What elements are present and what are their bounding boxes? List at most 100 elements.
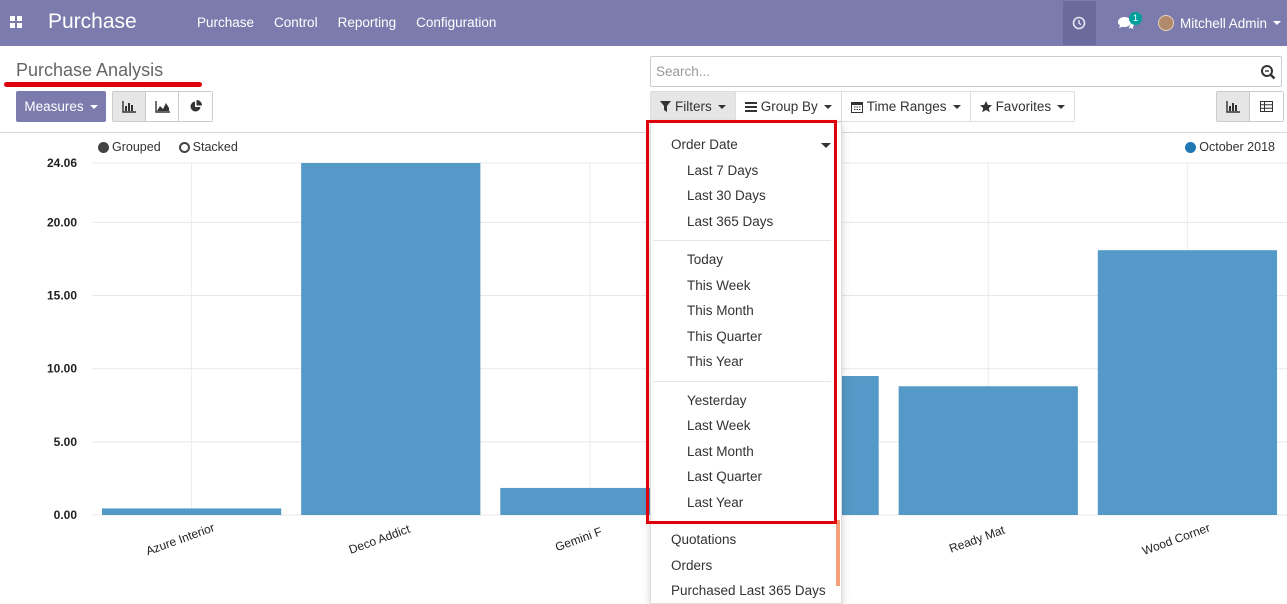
x-tick-label: Gemini F xyxy=(553,524,604,554)
filter-purchased-last-365-days[interactable]: Purchased Last 365 Days xyxy=(671,583,826,598)
filter-last-month[interactable]: Last Month xyxy=(687,444,754,459)
calendar-icon xyxy=(850,101,863,113)
control-panel-divider xyxy=(0,132,1287,133)
favorites-label: Favorites xyxy=(995,99,1052,114)
bar-gemini-furniture xyxy=(500,487,680,515)
avatar xyxy=(1157,15,1174,31)
chart-type-switcher xyxy=(112,91,213,122)
filter-last-365-days[interactable]: Last 365 Days xyxy=(687,214,774,229)
menu-reporting[interactable]: Reporting xyxy=(337,15,397,30)
caret-down-icon xyxy=(821,143,831,148)
group-by-button[interactable]: Group By xyxy=(735,92,842,121)
pie-chart-icon xyxy=(190,100,202,112)
y-tick-label: 24.06 xyxy=(47,156,77,170)
bar-chart-icon xyxy=(1226,100,1240,113)
x-tick-label: Azure Interior xyxy=(144,520,216,558)
messages-button[interactable]: 1 xyxy=(1106,0,1146,46)
area-chart-icon xyxy=(154,100,170,113)
top-menu: Purchase Control Reporting Configuration xyxy=(197,15,496,30)
filters-label: Filters xyxy=(675,99,712,114)
search-box xyxy=(650,56,1282,87)
filter-today[interactable]: Today xyxy=(687,252,724,267)
x-tick-label: Wood Corner xyxy=(1140,520,1212,557)
order-date-label: Order Date xyxy=(671,137,738,152)
table-icon xyxy=(1260,101,1273,112)
x-tick-label: Deco Addict xyxy=(347,521,413,556)
chevron-down-icon xyxy=(952,104,961,109)
filter-this-week[interactable]: This Week xyxy=(687,278,751,293)
chat-count-badge: 1 xyxy=(1128,12,1142,25)
top-navbar: Purchase Purchase Control Reporting Conf… xyxy=(0,0,1287,46)
dropdown-divider xyxy=(653,381,831,382)
series-color-dot xyxy=(1185,141,1197,153)
filter-yesterday[interactable]: Yesterday xyxy=(687,393,747,408)
order-date-option[interactable]: Order Date xyxy=(671,137,831,152)
user-name: Mitchell Admin xyxy=(1179,15,1267,31)
search-options-bar: Filters Group By Time Ranges Favorites xyxy=(650,91,1076,122)
pivot-view-button[interactable] xyxy=(1250,92,1283,121)
title-underline-annotation xyxy=(4,82,202,87)
chevron-down-icon xyxy=(823,104,832,109)
chevron-down-icon xyxy=(717,104,726,109)
y-tick-label: 20.00 xyxy=(47,215,77,229)
filter-last-7-days[interactable]: Last 7 Days xyxy=(687,163,759,178)
filter-this-year[interactable]: This Year xyxy=(687,354,744,369)
series-legend-label: October 2018 xyxy=(1199,140,1275,154)
search-input[interactable] xyxy=(651,57,1241,85)
search-icon[interactable] xyxy=(1260,64,1276,85)
stacked-option[interactable]: Stacked xyxy=(178,140,238,154)
filter-this-quarter[interactable]: This Quarter xyxy=(687,329,763,344)
measures-button[interactable]: Measures xyxy=(16,91,106,122)
page-title: Purchase Analysis xyxy=(16,60,164,80)
filters-button[interactable]: Filters xyxy=(651,92,736,121)
filter-last-quarter[interactable]: Last Quarter xyxy=(687,469,763,484)
pie-chart-button[interactable] xyxy=(179,92,212,121)
stacked-label: Stacked xyxy=(192,140,238,154)
bar-chart-icon xyxy=(122,100,136,113)
y-tick-label: 0.00 xyxy=(54,508,78,522)
grouped-label: Grouped xyxy=(112,140,161,154)
bar-azure-interior xyxy=(101,508,282,515)
y-tick-label: 15.00 xyxy=(47,289,77,303)
bar-deco-addict xyxy=(301,163,481,515)
filter-this-month[interactable]: This Month xyxy=(687,303,754,318)
chevron-down-icon xyxy=(89,104,98,109)
app-title: Purchase xyxy=(48,10,137,33)
user-menu[interactable]: Mitchell Admin xyxy=(1157,15,1281,31)
dropdown-divider xyxy=(653,240,831,241)
time-ranges-button[interactable]: Time Ranges xyxy=(841,92,971,121)
bar-wood-corner xyxy=(1097,250,1278,515)
y-tick-label: 10.00 xyxy=(47,362,77,376)
bar-chart-button[interactable] xyxy=(113,92,146,121)
x-tick-label: Ready Mat xyxy=(947,523,1007,556)
list-icon xyxy=(744,101,757,112)
graph-view-button[interactable] xyxy=(1217,92,1250,121)
filter-last-30-days[interactable]: Last 30 Days xyxy=(687,188,766,203)
activity-clock-icon[interactable] xyxy=(1062,1,1096,45)
apps-menu-icon[interactable] xyxy=(10,16,23,29)
hollow-circle-icon xyxy=(178,141,190,153)
dropdown-scrollbar[interactable] xyxy=(836,520,840,586)
view-switcher xyxy=(1216,91,1284,122)
measures-label: Measures xyxy=(24,99,84,114)
filter-last-week[interactable]: Last Week xyxy=(687,418,751,433)
chevron-down-icon xyxy=(1273,21,1281,25)
menu-configuration[interactable]: Configuration xyxy=(416,15,497,30)
filter-orders[interactable]: Orders xyxy=(671,558,713,573)
filter-quotations[interactable]: Quotations xyxy=(671,532,737,547)
chart-mode-legend: Grouped Stacked xyxy=(98,140,238,154)
filter-icon xyxy=(660,101,671,112)
favorites-button[interactable]: Favorites xyxy=(970,92,1075,121)
filter-last-year[interactable]: Last Year xyxy=(687,495,744,510)
time-ranges-label: Time Ranges xyxy=(866,99,947,114)
line-chart-button[interactable] xyxy=(146,92,179,121)
filled-circle-icon xyxy=(98,141,109,153)
menu-control[interactable]: Control xyxy=(274,15,318,30)
chevron-down-icon xyxy=(1057,104,1066,109)
group-by-label: Group By xyxy=(760,99,818,114)
bar-ready-mat xyxy=(898,386,1078,515)
bar-chart: 0.00 5.00 10.00 15.00 20.00 24.06 Azure Interi… xyxy=(47,156,1287,558)
menu-purchase[interactable]: Purchase xyxy=(197,15,255,30)
series-legend[interactable]: October 2018 xyxy=(1185,140,1275,154)
grouped-option[interactable]: Grouped xyxy=(98,140,161,154)
